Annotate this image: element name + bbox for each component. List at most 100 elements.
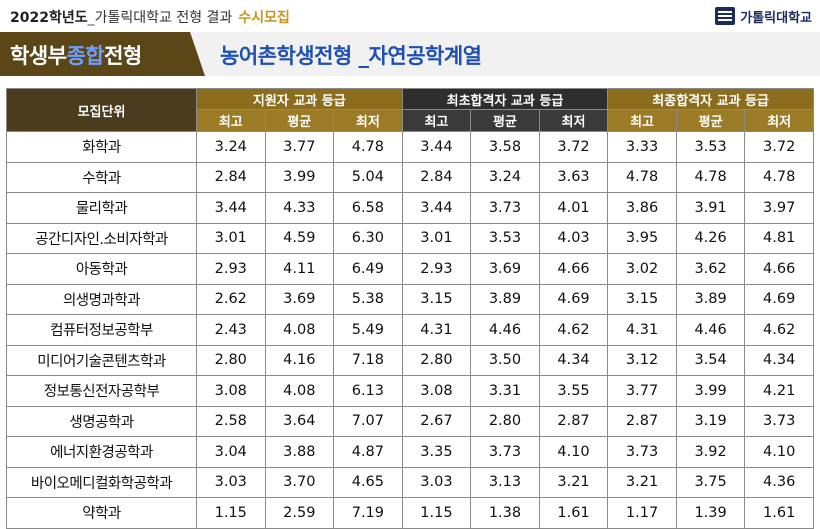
grade-cell: 2.80 <box>470 405 540 437</box>
grade-cell: 3.70 <box>264 466 335 498</box>
sub-header: 최고 <box>401 109 472 132</box>
grade-cell: 1.61 <box>538 497 609 529</box>
grade-cell: 3.01 <box>401 222 472 254</box>
unit-name-cell: 아동학과 <box>6 253 197 285</box>
grade-cell: 3.73 <box>607 436 677 468</box>
unit-name-cell: 컴퓨터정보공학부 <box>6 314 197 346</box>
grade-cell: 3.35 <box>401 436 472 468</box>
grade-cell: 3.44 <box>196 192 266 224</box>
unit-name-cell: 화학과 <box>6 131 197 163</box>
grade-cell: 4.10 <box>538 436 609 468</box>
grade-cell: 7.18 <box>333 344 403 376</box>
grade-cell: 4.10 <box>744 436 814 468</box>
grade-cell: 3.92 <box>675 436 746 468</box>
grade-cell: 3.99 <box>675 375 746 407</box>
grade-cell: 1.15 <box>196 497 266 529</box>
grade-cell: 1.61 <box>744 497 814 529</box>
unit-name-cell: 생명공학과 <box>6 405 197 437</box>
title-left-text: 학생부종합전형 <box>10 40 142 70</box>
unit-header: 모집단위 <box>6 88 197 132</box>
title-part-2: 전형 <box>104 44 142 68</box>
grade-cell: 2.84 <box>196 161 266 193</box>
grade-cell: 4.16 <box>264 344 335 376</box>
grade-cell: 4.34 <box>538 344 609 376</box>
grade-cell: 3.01 <box>196 222 266 254</box>
grade-cell: 6.30 <box>333 222 403 254</box>
grade-cell: 2.67 <box>401 405 472 437</box>
grade-cell: 3.69 <box>264 283 335 315</box>
grade-cell: 3.08 <box>401 375 472 407</box>
grade-cell: 3.73 <box>470 436 540 468</box>
table-row: 공간디자인.소비자학과 3.01 4.59 6.30 3.01 3.53 4.03 3.95 4… <box>6 222 814 254</box>
grade-cell: 3.89 <box>675 283 746 315</box>
grade-cell: 3.50 <box>470 344 540 376</box>
grade-cell: 3.64 <box>264 405 335 437</box>
grade-cell: 3.15 <box>607 283 677 315</box>
unit-name-cell: 물리학과 <box>6 192 197 224</box>
title-highlight: 종합 <box>66 44 105 68</box>
grade-cell: 4.78 <box>744 161 814 193</box>
grade-cell: 4.81 <box>744 222 814 254</box>
unit-name-cell: 약학과 <box>6 497 197 529</box>
unit-name-cell: 공간디자인.소비자학과 <box>6 222 197 254</box>
grade-cell: 6.58 <box>333 192 403 224</box>
grade-cell: 4.66 <box>538 253 609 285</box>
grade-cell: 3.69 <box>470 253 540 285</box>
grade-cell: 3.13 <box>470 466 540 498</box>
group-header-final-admits: 최종합격자 교과 등급 <box>607 88 814 110</box>
grade-cell: 2.87 <box>538 405 609 437</box>
grade-cell: 4.31 <box>401 314 472 346</box>
unit-name-cell: 수학과 <box>6 161 197 193</box>
grade-cell: 4.46 <box>470 314 540 346</box>
university-logo: 가톨릭대학교 <box>714 5 812 27</box>
grade-cell: 4.03 <box>538 222 609 254</box>
table-row: 컴퓨터정보공학부 2.43 4.08 5.49 4.31 4.46 4.62 4.31 4.46… <box>6 314 814 346</box>
sub-header: 평균 <box>470 109 540 132</box>
grade-cell: 3.04 <box>196 436 266 468</box>
unit-name-cell: 정보통신전자공학부 <box>6 375 197 407</box>
sub-header: 최저 <box>744 109 814 132</box>
grade-cell: 3.53 <box>675 131 746 163</box>
table-body: 화학과 3.24 3.77 4.78 3.44 3.58 3.72 3.33 3.53 3.72 수… <box>6 131 814 529</box>
grade-cell: 3.54 <box>675 344 746 376</box>
grade-cell: 3.91 <box>675 192 746 224</box>
grade-cell: 1.15 <box>401 497 472 529</box>
group-header-initial-admits: 최초합격자 교과 등급 <box>401 88 609 110</box>
grade-cell: 2.58 <box>196 405 266 437</box>
grade-cell: 4.33 <box>264 192 335 224</box>
grade-cell: 4.11 <box>264 253 335 285</box>
grade-cell: 3.03 <box>196 466 266 498</box>
unit-name-cell: 의생명과학과 <box>6 283 197 315</box>
grade-cell: 4.21 <box>744 375 814 407</box>
table-row: 에너지환경공학과 3.04 3.88 4.87 3.35 3.73 4.10 3.73 3.92… <box>6 436 814 468</box>
grade-cell: 4.65 <box>333 466 403 498</box>
breadcrumb: 2022학년도_가톨릭대학교 전형 결과 수시모집 <box>10 7 290 27</box>
group-header-applicants: 지원자 교과 등급 <box>196 88 403 110</box>
grade-cell: 3.58 <box>470 131 540 163</box>
grade-cell: 2.87 <box>607 405 677 437</box>
grade-cell: 3.44 <box>401 192 472 224</box>
grade-cell: 4.46 <box>675 314 746 346</box>
sub-header: 평균 <box>264 109 335 132</box>
table-row: 화학과 3.24 3.77 4.78 3.44 3.58 3.72 3.33 3.53 3.72 <box>6 131 814 163</box>
grade-cell: 3.63 <box>538 161 609 193</box>
grade-cell: 4.36 <box>744 466 814 498</box>
logo-text: 가톨릭대학교 <box>740 10 812 26</box>
grade-cell: 7.07 <box>333 405 403 437</box>
grade-cell: 1.38 <box>470 497 540 529</box>
table-row: 수학과 2.84 3.99 5.04 2.84 3.24 3.63 4.78 4.78 4.78 <box>6 161 814 193</box>
grade-cell: 3.44 <box>401 131 472 163</box>
grade-cell: 4.08 <box>264 375 335 407</box>
grade-cell: 2.62 <box>196 283 266 315</box>
title-bar: 학생부종합전형 농어촌학생전형 _자연공학계열 <box>0 32 820 76</box>
grade-cell: 3.15 <box>401 283 472 315</box>
grade-cell: 3.97 <box>744 192 814 224</box>
grade-cell: 4.69 <box>744 283 814 315</box>
grade-cell: 3.75 <box>675 466 746 498</box>
grade-cell: 4.62 <box>538 314 609 346</box>
grade-cell: 3.12 <box>607 344 677 376</box>
separator: _ <box>87 10 95 26</box>
grade-cell: 3.31 <box>470 375 540 407</box>
grade-cell: 1.39 <box>675 497 746 529</box>
grade-cell: 5.49 <box>333 314 403 346</box>
